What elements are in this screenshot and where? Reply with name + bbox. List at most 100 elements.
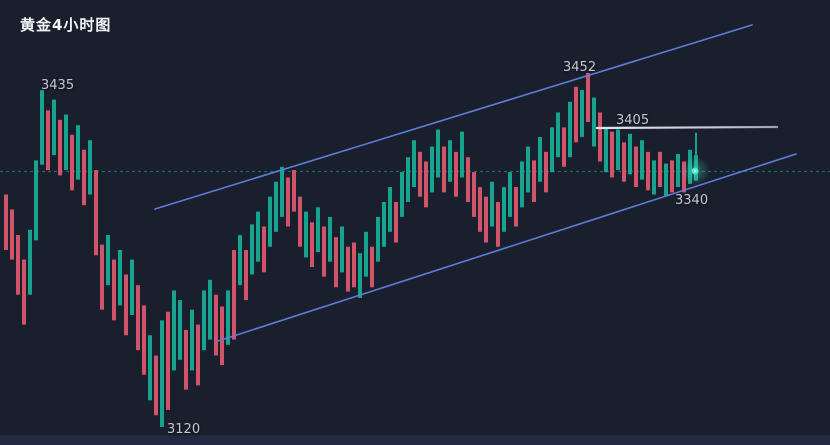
candle xyxy=(316,207,320,253)
candle xyxy=(382,201,386,247)
candle xyxy=(592,97,596,147)
candle xyxy=(436,129,440,178)
candle xyxy=(154,355,158,416)
candle xyxy=(190,309,194,371)
candle xyxy=(40,90,44,165)
candle xyxy=(454,151,458,197)
candle xyxy=(514,187,518,227)
candle xyxy=(430,146,434,193)
channel-upper-trendline xyxy=(154,24,753,210)
candle xyxy=(478,187,482,232)
candle xyxy=(22,259,26,325)
candle xyxy=(538,136,542,182)
price-label-3120: 3120 xyxy=(167,422,201,437)
candle xyxy=(460,131,464,178)
candle xyxy=(388,187,392,232)
candle xyxy=(238,235,242,286)
candle-wick xyxy=(695,132,697,156)
candle xyxy=(616,129,620,171)
candle xyxy=(184,329,188,390)
resistance-line xyxy=(595,125,779,130)
candle xyxy=(52,99,56,156)
candle xyxy=(214,294,218,356)
candle xyxy=(400,172,404,217)
candle xyxy=(286,177,290,227)
candle xyxy=(520,161,524,208)
candle xyxy=(490,181,494,227)
candle xyxy=(262,226,266,273)
candle xyxy=(340,226,344,273)
candle xyxy=(28,229,32,295)
candle xyxy=(172,290,176,371)
candle xyxy=(472,172,476,217)
candle xyxy=(304,211,308,258)
candle xyxy=(88,140,92,195)
candle xyxy=(412,140,416,188)
candle xyxy=(328,216,332,262)
chart-title: 黄金4小时图 xyxy=(20,16,112,34)
candle xyxy=(130,259,134,316)
candle xyxy=(502,187,506,232)
candle xyxy=(394,201,398,243)
candle xyxy=(334,237,338,288)
candle xyxy=(196,324,200,386)
candle xyxy=(124,274,128,336)
candle xyxy=(232,249,236,340)
candle xyxy=(670,160,674,193)
candle xyxy=(118,249,122,306)
candle xyxy=(298,196,302,247)
candle xyxy=(544,151,548,193)
candle xyxy=(94,170,98,256)
candle xyxy=(250,224,254,275)
candle xyxy=(562,127,566,167)
candle xyxy=(64,114,68,171)
candle xyxy=(370,246,374,288)
price-label-3452: 3452 xyxy=(563,60,597,75)
candle xyxy=(418,151,422,197)
candle xyxy=(466,157,470,202)
candle xyxy=(568,101,572,158)
candle xyxy=(148,335,152,401)
candle xyxy=(268,196,272,247)
candle xyxy=(346,246,350,292)
candle xyxy=(598,112,602,162)
candle xyxy=(166,311,170,410)
candle xyxy=(322,226,326,277)
candle xyxy=(550,127,554,173)
candle xyxy=(664,163,668,196)
candle xyxy=(82,149,86,206)
candle xyxy=(292,170,296,212)
candle xyxy=(112,259,116,321)
candle xyxy=(646,151,650,191)
candle xyxy=(4,194,8,250)
candle xyxy=(160,320,164,427)
candle xyxy=(676,154,680,188)
candle xyxy=(628,133,632,175)
candle xyxy=(202,290,206,351)
candle xyxy=(610,131,614,178)
candle xyxy=(208,279,212,340)
candle xyxy=(532,160,536,202)
price-dot-core xyxy=(693,169,697,173)
candle xyxy=(244,249,248,301)
candle xyxy=(604,127,608,173)
price-label-3435: 3435 xyxy=(41,78,75,93)
candle xyxy=(142,305,146,375)
candle xyxy=(70,134,74,191)
candle xyxy=(634,146,638,188)
candle xyxy=(376,216,380,262)
candle xyxy=(424,161,428,208)
candle xyxy=(106,235,110,286)
candle xyxy=(652,160,656,195)
candle xyxy=(352,242,356,288)
candle xyxy=(256,211,260,262)
price-label-3340: 3340 xyxy=(675,193,709,208)
candle xyxy=(556,112,560,158)
candle xyxy=(358,253,362,298)
candle xyxy=(508,172,512,217)
candle xyxy=(640,140,644,180)
candle xyxy=(658,151,662,188)
candle xyxy=(16,235,20,295)
